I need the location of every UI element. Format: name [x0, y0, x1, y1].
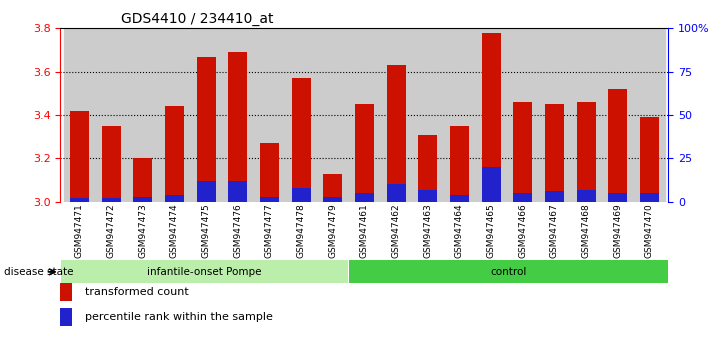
Bar [355, 104, 374, 202]
Bar [640, 193, 659, 202]
Bar [608, 193, 627, 202]
Bar [507, 28, 538, 202]
Bar [387, 184, 405, 202]
Text: disease state: disease state [4, 267, 73, 277]
Bar [260, 143, 279, 202]
Bar [61, 260, 348, 283]
Bar [292, 188, 311, 202]
Bar [317, 28, 348, 202]
Bar [602, 28, 634, 202]
Bar [577, 102, 596, 202]
Bar [634, 28, 665, 202]
Bar [570, 28, 602, 202]
Bar [70, 198, 89, 202]
Text: control: control [490, 267, 527, 277]
Bar [292, 78, 311, 202]
Bar [324, 196, 342, 202]
Bar [538, 28, 570, 202]
Bar [387, 65, 405, 202]
Bar [513, 193, 533, 202]
Bar [285, 28, 317, 202]
Bar [608, 89, 627, 202]
Bar [355, 193, 374, 202]
Text: transformed count: transformed count [85, 287, 189, 297]
Bar [412, 28, 444, 202]
Bar [127, 28, 159, 202]
Bar [640, 117, 659, 202]
Bar [102, 126, 121, 202]
Bar [191, 28, 222, 202]
Bar [165, 107, 184, 202]
Bar [513, 102, 533, 202]
Bar [481, 33, 501, 202]
Bar [380, 28, 412, 202]
Bar [228, 181, 247, 202]
Bar [444, 28, 475, 202]
Bar [196, 181, 215, 202]
Text: percentile rank within the sample: percentile rank within the sample [85, 312, 273, 322]
Bar [95, 28, 127, 202]
Bar [577, 190, 596, 202]
Bar [165, 195, 184, 202]
Bar [70, 111, 89, 202]
Bar [450, 126, 469, 202]
Bar [196, 57, 215, 202]
Text: GDS4410 / 234410_at: GDS4410 / 234410_at [121, 12, 274, 26]
Bar [228, 52, 247, 202]
Bar [102, 198, 121, 202]
Bar [481, 167, 501, 202]
Bar [450, 195, 469, 202]
Bar [475, 28, 507, 202]
Text: infantile-onset Pompe: infantile-onset Pompe [147, 267, 262, 277]
Bar [418, 135, 437, 202]
Bar [349, 260, 668, 283]
Bar [222, 28, 254, 202]
Bar [545, 104, 564, 202]
Bar [324, 173, 342, 202]
Bar [159, 28, 191, 202]
Bar [418, 190, 437, 202]
Bar [260, 196, 279, 202]
Bar [133, 159, 152, 202]
Bar [545, 192, 564, 202]
Bar [133, 196, 152, 202]
Bar [348, 28, 380, 202]
Bar [63, 28, 95, 202]
Bar [254, 28, 285, 202]
